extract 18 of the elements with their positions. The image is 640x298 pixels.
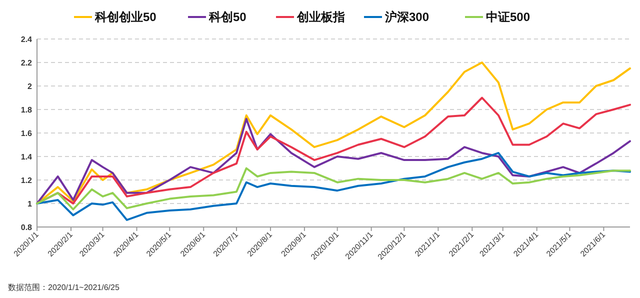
legend-label: 中证500: [486, 10, 530, 24]
line-series: [36, 152, 631, 221]
y-tick-label: 2.4: [20, 34, 33, 44]
legend-label: 沪深300: [384, 10, 430, 24]
y-tick-label: 1.8: [20, 105, 33, 114]
legend-label: 科创创业50: [94, 10, 157, 24]
y-tick-label: 1: [28, 199, 33, 208]
line-series: [36, 118, 631, 204]
y-tick-label: 1.6: [20, 128, 33, 138]
legend-label: 创业板指: [296, 10, 345, 24]
y-tick-label: 1.4: [20, 152, 33, 162]
text: 数据范围：2020/1/1~2021/6/25: [8, 283, 120, 292]
y-tick-label: 2.2: [20, 58, 33, 68]
y-tick-label: 0.8: [20, 222, 33, 232]
line-series: [36, 167, 631, 210]
y-tick-label: 1.2: [20, 176, 33, 185]
legend-label: 科创50: [208, 10, 247, 24]
y-tick-label: 2: [28, 82, 33, 91]
